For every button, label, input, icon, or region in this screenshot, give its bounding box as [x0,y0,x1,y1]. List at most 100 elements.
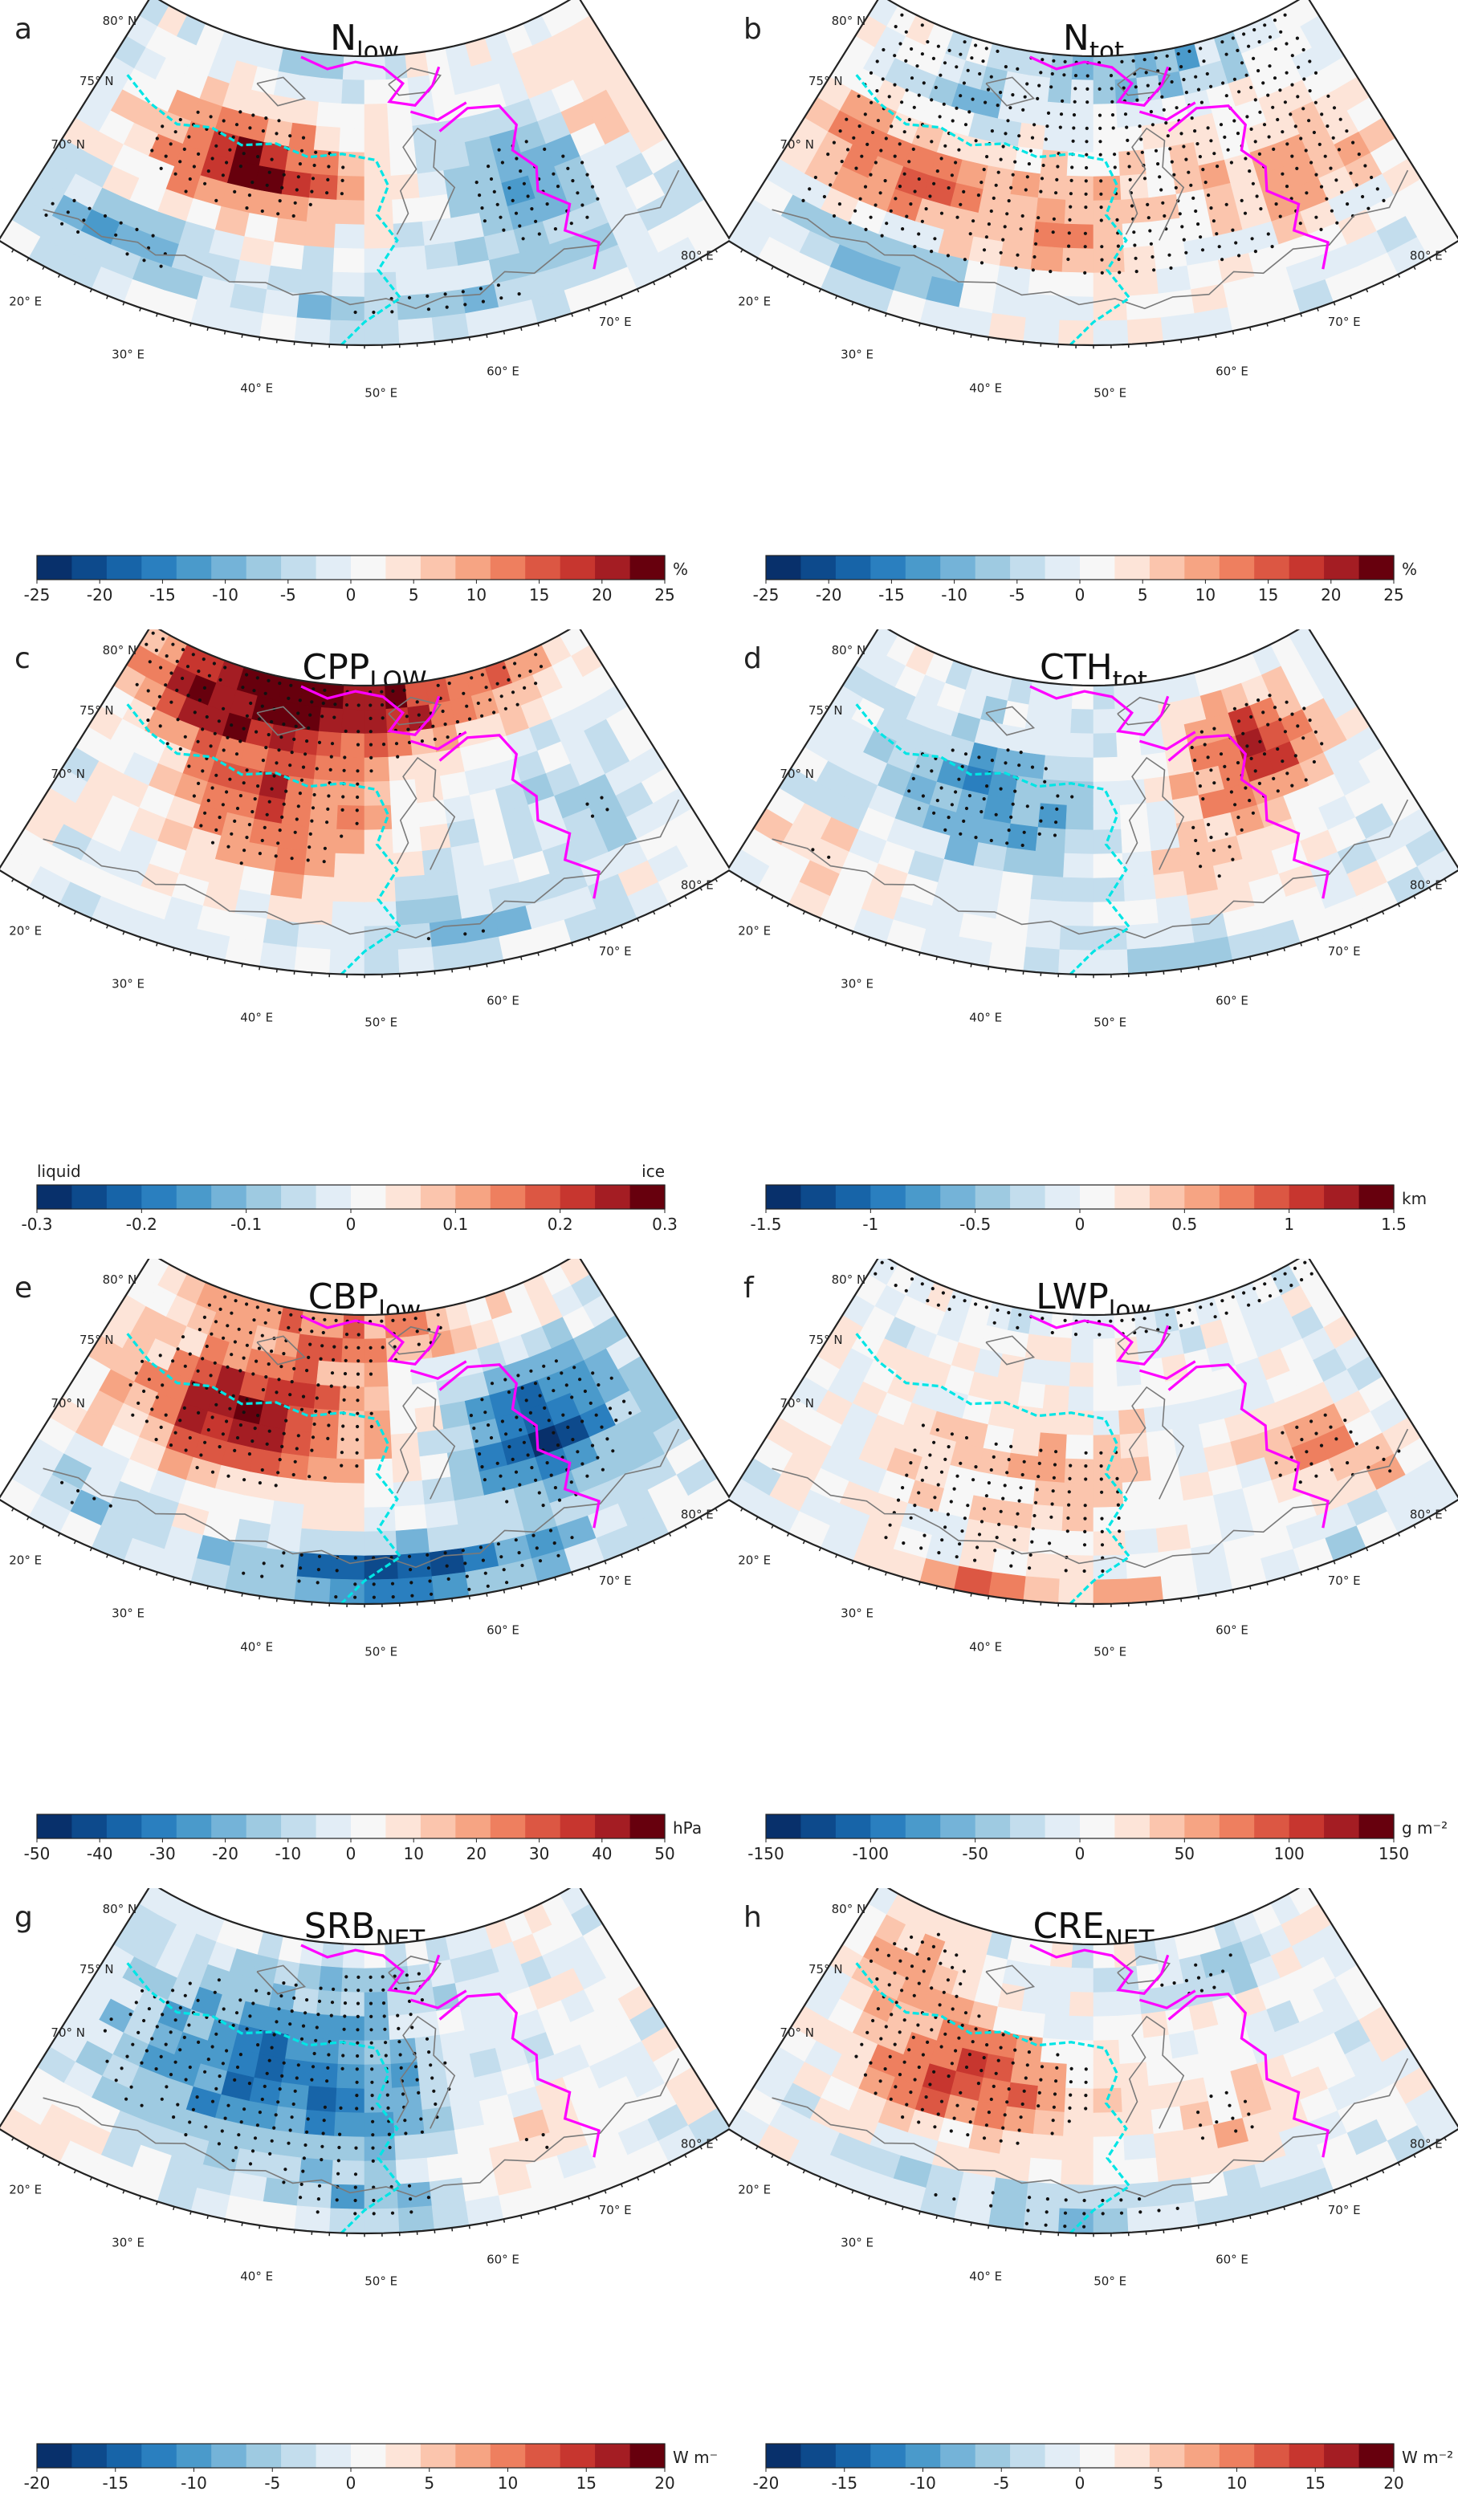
stipple-dot [552,1431,556,1435]
stipple-dot [1020,2102,1024,2107]
stipple-dot [1027,2050,1031,2054]
stipple-dot [238,2053,242,2057]
grid-cell [301,1504,335,1532]
frame-tick [604,1560,607,1565]
frame-tick [89,918,92,922]
stipple-dot [1016,1325,1020,1329]
grid-cell [1070,708,1094,735]
stipple-dot [837,202,841,206]
grid-cell [992,118,1022,148]
stipple-dot [941,1291,945,1295]
coastline [985,706,1036,736]
sea-ice-edge-recent [409,1989,467,2009]
stipple-dot [1005,841,1009,845]
stipple-dot [275,761,279,765]
stipple-dot [999,2139,1003,2143]
stipple-dot [410,1594,414,1598]
grid-cell [1032,221,1065,249]
stipple-dot [409,2013,413,2017]
stipple-dot [1224,2091,1228,2095]
stipple-dot [119,221,123,225]
grid-cell [429,2177,466,2207]
stipple-dot [910,1935,914,1940]
stipple-dot [1099,1464,1103,1468]
grid-cell [393,1480,426,1508]
grid-cell [318,77,344,104]
stipple-dot [301,1394,306,1398]
stipple-dot [1138,124,1142,128]
frame-tick [851,1560,854,1565]
stipple-dot [860,2042,864,2046]
stipple-dot [1069,192,1073,196]
stipple-dot [1226,148,1230,152]
stipple-dot [934,85,938,90]
stipple-dot [910,47,914,51]
stipple-dot [996,2058,1000,2062]
grid-cell [1122,2109,1155,2137]
stipple-dot [303,752,307,756]
stipple-dot [178,117,182,122]
frame-tick [1428,258,1432,262]
stipple-dot [175,688,179,692]
grid-cell [1119,2062,1150,2089]
stipple-dot [590,814,595,818]
stipple-dot [1140,150,1144,154]
stipple-dot [516,1374,520,1378]
colorbar-tick-label: -5 [1009,585,1025,605]
stipple-dot [44,213,48,218]
stipple-dot [570,1536,574,1540]
stipple-dot [1099,1477,1103,1481]
stipple-dot [1278,1473,1282,1477]
stipple-dot [282,802,286,806]
stipple-dot [1118,1529,1122,1533]
colorbar-segment [351,1814,386,1838]
frame-tick [206,327,209,332]
colorbar-segment [351,1185,386,1209]
stipple-dot [893,54,897,58]
stipple-dot [1232,77,1236,81]
stipple-dot [176,718,180,722]
grid-cell [1070,1337,1094,1364]
stipple-dot [169,142,173,146]
stipple-dot [1300,1278,1304,1282]
stipple-dot [257,717,262,721]
grid-cell [268,724,297,753]
stipple-dot [502,1568,506,1572]
stipple-dot [413,1317,417,1321]
stipple-dot [1180,225,1184,229]
stipple-dot [1176,1311,1180,1315]
frame-tick [918,952,921,956]
stipple-dot [985,2043,989,2047]
grid-cell [1006,1452,1039,1481]
grid-cell [1116,1989,1142,2017]
stipple-dot [371,2119,375,2123]
stipple-dot [443,2061,447,2065]
stipple-dot [380,690,384,694]
stipple-dot [1120,59,1124,63]
stipple-dot [187,2023,191,2027]
stipple-dot [1004,132,1008,136]
stipple-dot [590,185,595,189]
stipple-dot [1098,126,1102,130]
stipple-dot [1345,129,1349,133]
grid-cell [1146,1429,1177,1457]
stipple-dot [1003,225,1007,229]
stipple-dot [1363,164,1367,168]
frame-tick [668,2162,672,2166]
stipple-dot [1199,730,1203,734]
stipple-dot [253,1427,257,1431]
colorbar-segment [281,556,317,580]
colorbar-segment [490,1185,526,1209]
longitude-label: 50° E [364,2274,397,2289]
colorbar-tick-label: 10 [1195,585,1216,605]
stipple-dot [330,2001,335,2005]
frame-tick [699,2146,703,2150]
colorbar-segment [176,1185,212,1209]
stipple-dot [344,729,348,733]
stipple-dot [857,124,861,128]
grid-cell [1006,193,1039,222]
frame-tick [1316,937,1319,941]
panel-letter: h [743,1901,762,1934]
grid-cell [1025,293,1061,321]
